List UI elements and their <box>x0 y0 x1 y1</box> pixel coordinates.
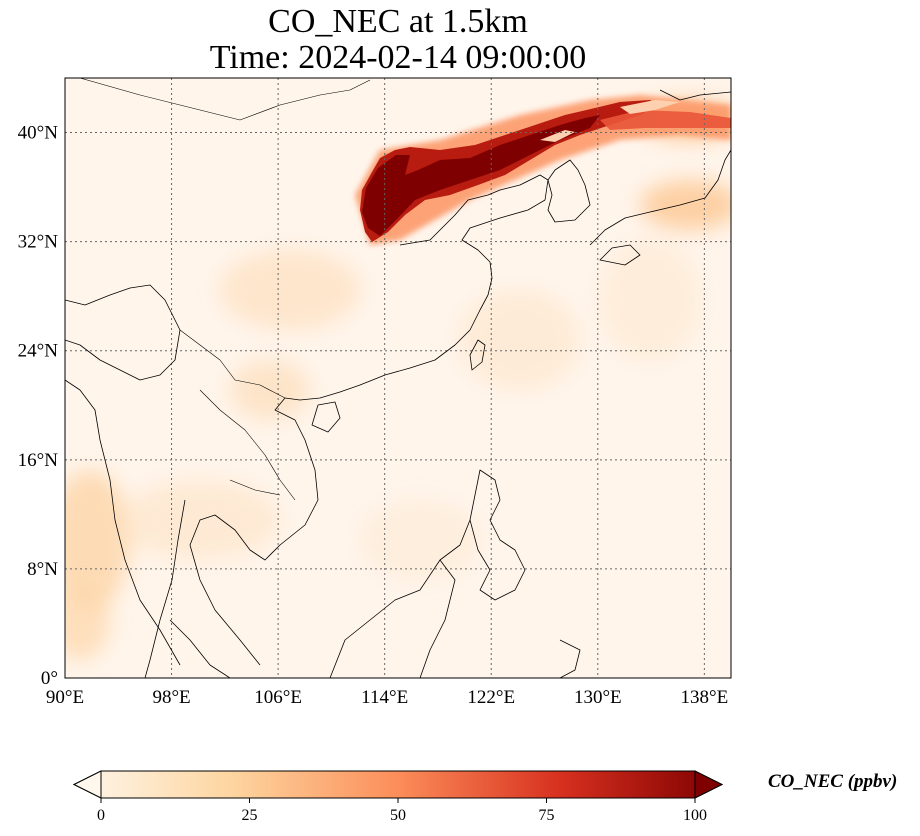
lon-tick-label: 138°E <box>681 687 729 708</box>
lon-tick-label: 90°E <box>46 687 84 708</box>
colorbar-tick-label: 0 <box>97 807 105 824</box>
lat-tick-label: 0° <box>41 668 58 689</box>
concentration-field <box>65 78 731 678</box>
colorbar-tick-label: 25 <box>242 807 258 824</box>
map-title: CO_NEC at 1.5km Time: 2024-02-14 09:00:0… <box>65 4 731 76</box>
gridlines <box>65 78 731 678</box>
longitude-axis: 90°E 98°E 106°E 114°E 122°E 130°E 138°E <box>46 687 728 708</box>
title-line-1: CO_NEC at 1.5km <box>268 3 528 40</box>
colorbar-label: CO_NEC (ppbv) <box>768 771 898 792</box>
lat-tick-label: 16°N <box>18 450 59 471</box>
coastlines <box>65 78 731 678</box>
colorbar-tick-label: 50 <box>390 807 406 824</box>
map-frame <box>64 77 732 679</box>
lat-tick-label: 24°N <box>18 341 59 362</box>
lat-tick-label: 8°N <box>27 559 58 580</box>
lon-tick-label: 122°E <box>467 687 515 708</box>
lon-tick-label: 114°E <box>361 687 408 708</box>
lat-tick-label: 32°N <box>18 232 59 253</box>
colorbar-bar <box>72 770 724 799</box>
lon-tick-label: 98°E <box>152 687 190 708</box>
lon-tick-label: 130°E <box>574 687 622 708</box>
lon-tick-label: 106°E <box>254 687 302 708</box>
colorbar-extend-low <box>72 770 102 799</box>
title-line-2: Time: 2024-02-14 09:00:00 <box>209 39 587 76</box>
colorbar: 0 25 50 75 100 <box>72 770 724 824</box>
latitude-axis: 0° 8°N 16°N 24°N 32°N 40°N <box>18 123 59 689</box>
colorbar-tick-label: 75 <box>539 807 555 824</box>
colorbar-tick-label: 100 <box>683 807 707 824</box>
colorbar-extend-high <box>694 770 724 799</box>
lat-tick-label: 40°N <box>18 123 59 144</box>
colorbar-ticks: 0 25 50 75 100 <box>97 798 707 824</box>
